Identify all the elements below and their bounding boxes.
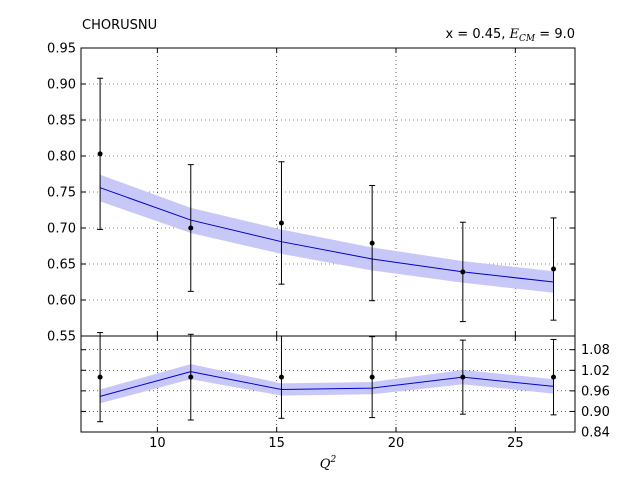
x-tick-label: 10: [149, 436, 166, 451]
y-tick-label: 0.96: [581, 384, 610, 399]
chart-title-right-math-sub: CM: [519, 34, 536, 44]
theory-line: [99, 371, 554, 397]
x-tick-label: 25: [507, 436, 524, 451]
theory-band: [100, 174, 554, 293]
data-point: [278, 374, 284, 380]
plot-frame: [80, 335, 576, 433]
x-tick-label: 20: [388, 436, 405, 451]
data-point: [278, 220, 284, 226]
y-tick-label: 1.08: [581, 343, 610, 358]
y-tick-label: 0.85: [47, 114, 76, 129]
y-tick-label: 0.95: [47, 42, 76, 57]
chart-title-left: CHORUSNU: [82, 18, 157, 33]
data-point: [551, 266, 557, 272]
chart-title-right-math: E: [509, 27, 520, 42]
data-point: [551, 374, 557, 380]
x-tick-label: 15: [268, 436, 285, 451]
data-point: [369, 374, 375, 380]
data-point: [188, 374, 194, 380]
plot-frame: [80, 47, 576, 337]
y-tick-label: 1.02: [581, 364, 610, 379]
y-tick-label: 0.90: [47, 78, 76, 93]
data-point: [188, 225, 194, 231]
data-point: [460, 374, 466, 380]
theory-band: [100, 364, 554, 404]
theory-line: [99, 187, 554, 283]
y-tick-label: 0.55: [47, 330, 76, 345]
y-tick-label: 0.80: [47, 150, 76, 165]
y-tick-label: 0.90: [581, 405, 610, 420]
chart-title-right-tail: = 9.0: [535, 27, 575, 42]
chart-title-right-text: x = 0.45,: [445, 27, 509, 42]
chart-title-right: x = 0.45, ECM = 9.0: [445, 27, 575, 44]
y-tick-label: 0.70: [47, 222, 76, 237]
x-axis-label-sup: 2: [329, 455, 336, 465]
x-axis-label-text: Q: [320, 457, 331, 472]
ratio-panel: 0.84 0.90 0.96 1.02 1.08 10 15 20 25: [80, 332, 610, 451]
y-tick-label: 0.65: [47, 258, 76, 273]
y-tick-label: 0.75: [47, 186, 76, 201]
data-point: [460, 269, 466, 275]
y-tick-label: 0.60: [47, 294, 76, 309]
data-point: [97, 374, 103, 380]
data-point: [97, 151, 103, 157]
y-tick-label: 0.84: [581, 426, 610, 441]
main-panel: 0.55 0.60 0.65 0.70 0.75 0.80 0.85 0.90 0.95: [47, 42, 576, 345]
x-axis-label: Q2: [320, 455, 337, 472]
data-point: [369, 240, 375, 246]
